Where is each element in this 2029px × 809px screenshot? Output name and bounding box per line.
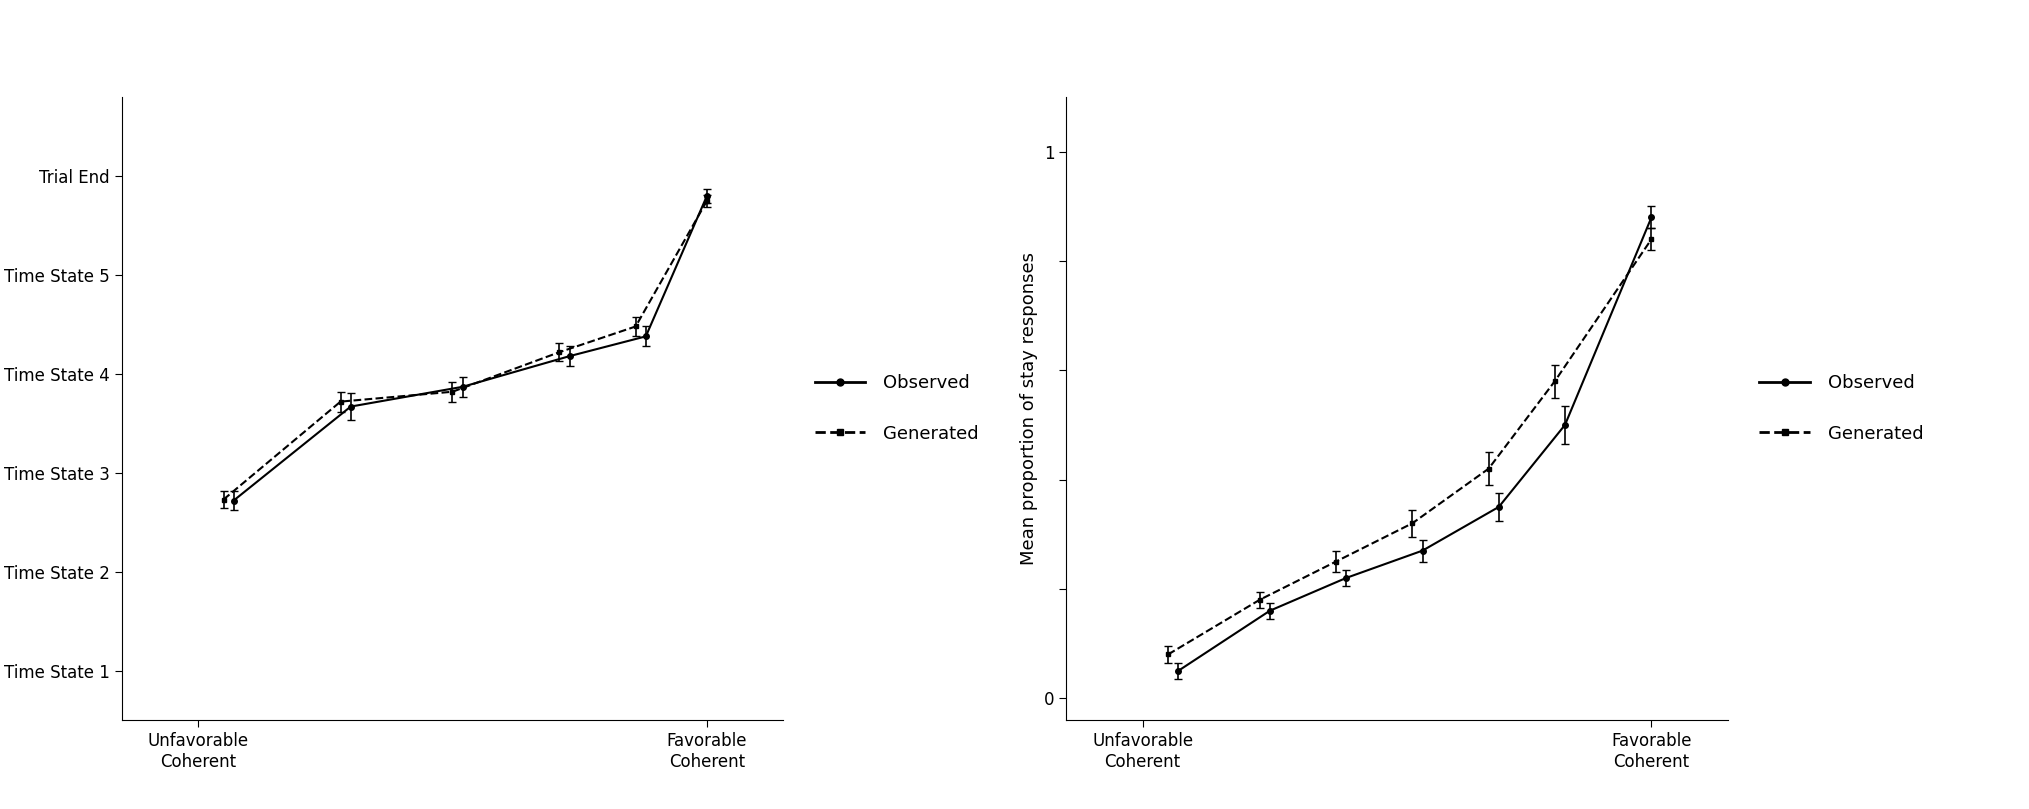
Legend: Observed, Generated: Observed, Generated [816,375,978,443]
Y-axis label: Mean proportion of stay responses: Mean proportion of stay responses [1021,252,1039,565]
Legend: Observed, Generated: Observed, Generated [1759,375,1923,443]
